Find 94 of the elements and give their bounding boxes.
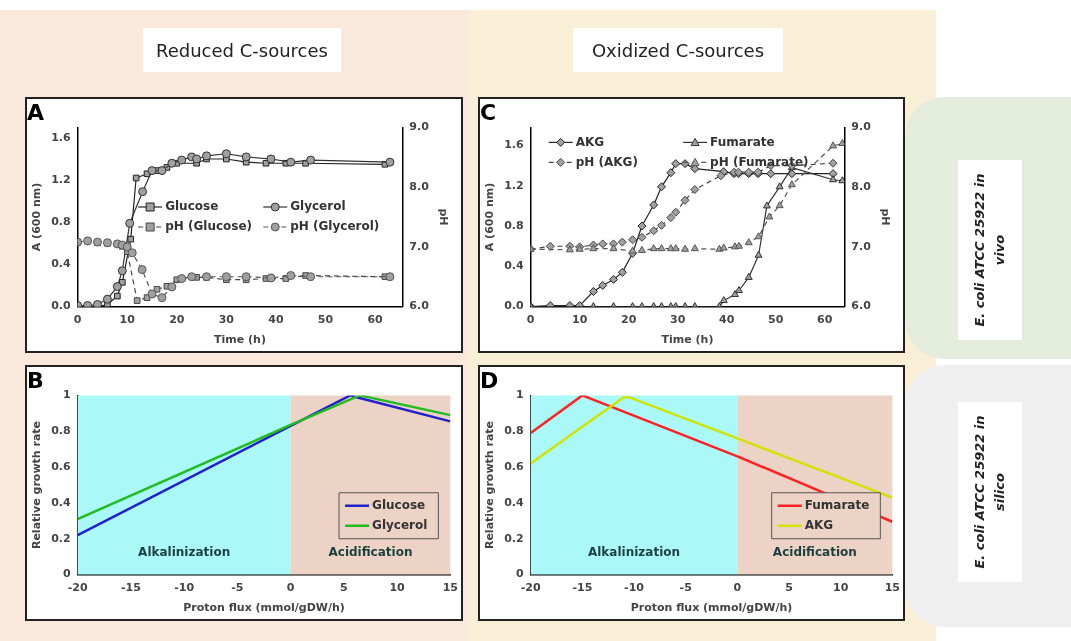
x-tick-label: 0 <box>733 581 742 595</box>
text: E. coli ATCC 25922 in vivo <box>958 160 1022 340</box>
band-label: Alkalinization <box>587 545 681 560</box>
y2-tick-label: 9.0 <box>851 120 872 134</box>
legend-label: pH (Fumarate) <box>710 154 809 169</box>
y-axis-title: A (600 nm) <box>483 182 497 252</box>
chart-subtitle: Reduced C-sources <box>143 28 341 72</box>
band-label: Acidification <box>772 545 857 560</box>
y-tick-label: 1 <box>516 388 524 402</box>
y-tick-label: 0.8 <box>51 215 71 229</box>
y-tick-label: 0.8 <box>51 424 71 438</box>
y-tick-label: 1.2 <box>504 178 524 192</box>
x-axis-title: Time (h) <box>214 333 266 347</box>
legend-label: Glucose <box>165 199 219 214</box>
x-tick-label: 30 <box>218 313 235 327</box>
x-tick-label: 5 <box>785 581 793 595</box>
x-tick-label: 15 <box>442 581 458 595</box>
y-tick-label: 0.4 <box>504 495 525 509</box>
x-tick-label: 15 <box>884 581 900 595</box>
y-tick-label: 1 <box>63 388 71 402</box>
x-tick-label: 10 <box>389 581 406 595</box>
y-tick-label: 0.4 <box>504 259 525 273</box>
chart-title: A <box>27 99 45 125</box>
y-tick-label: 0.6 <box>51 459 72 473</box>
y2-tick-label: 8.0 <box>851 179 872 193</box>
x-tick-label: 50 <box>768 313 784 327</box>
y-tick-label: 0.6 <box>504 459 525 473</box>
y-tick-label: 0.8 <box>504 424 524 438</box>
y-tick-label: 0 <box>516 567 525 581</box>
x-tick-label: 40 <box>268 313 284 327</box>
legend-label: AKG <box>804 517 834 532</box>
y2-tick-label: 6.0 <box>851 299 872 313</box>
chart-title: B <box>27 367 44 393</box>
legend-label: pH (AKG) <box>575 154 638 169</box>
chart-title: D <box>480 367 499 393</box>
y2-tick-label: 7.0 <box>409 239 430 253</box>
legend-label: AKG <box>575 134 605 149</box>
x-axis-title: Proton flux (mmol/gDW/h) <box>183 601 345 615</box>
x-tick-label: 20 <box>169 313 185 327</box>
legend-label: Fumarate <box>710 134 775 149</box>
y2-tick-label: 7.0 <box>851 239 872 253</box>
y-tick-label: 0.4 <box>51 495 72 509</box>
x-tick-label: 10 <box>833 581 849 595</box>
y-tick-label: 0.4 <box>51 257 72 271</box>
chart-title: C <box>480 99 497 125</box>
legend-label: Fumarate <box>804 497 870 512</box>
x-tick-label: 60 <box>817 313 833 327</box>
x-tick-label: -10 <box>624 581 645 595</box>
x-tick-label: -5 <box>231 581 244 595</box>
x-tick-label: 10 <box>119 313 136 327</box>
x-tick-label: -15 <box>120 581 141 595</box>
band-label: Alkalinization <box>138 545 231 560</box>
x-tick-label: 0 <box>73 313 82 327</box>
x-tick-label: 0 <box>526 313 535 327</box>
x-tick-label: 30 <box>670 313 686 327</box>
x-tick-label: -5 <box>679 581 692 595</box>
y-tick-label: 1.2 <box>51 172 71 186</box>
y-tick-label: 0 <box>63 567 72 581</box>
y-tick-label: 0.2 <box>504 531 524 545</box>
y2-tick-label: 6.0 <box>409 299 430 313</box>
y2-tick-label: 8.0 <box>409 179 430 193</box>
x-tick-label: 60 <box>367 313 384 327</box>
text: E. coli ATCC 25922 in silico <box>958 402 1022 582</box>
legend-label: Glycerol <box>290 199 346 214</box>
x-tick-label: 20 <box>621 313 637 327</box>
x-tick-label: -10 <box>174 581 195 595</box>
x-tick-label: 50 <box>317 313 334 327</box>
x-tick-label: -20 <box>67 581 88 595</box>
x-tick-label: 5 <box>340 581 348 595</box>
legend-label: pH (Glucose) <box>165 219 253 234</box>
x-axis-title: Time (h) <box>661 333 714 347</box>
legend-label: Glycerol <box>372 517 428 532</box>
y2-tick-label: 9.0 <box>409 120 430 134</box>
x-tick-label: -15 <box>572 581 593 595</box>
y2-axis-title: pH <box>436 208 450 226</box>
x-tick-label: -20 <box>520 581 541 595</box>
y-axis-title: Relative growth rate <box>30 420 44 550</box>
y-tick-label: 0.0 <box>51 299 72 313</box>
x-axis-title: Proton flux (mmol/gDW/h) <box>630 601 793 615</box>
x-tick-label: 0 <box>286 581 295 595</box>
band-label: Acidification <box>328 545 413 560</box>
legend-label: pH (Glycerol) <box>290 219 380 234</box>
y-tick-label: 1.6 <box>51 130 72 144</box>
y2-axis-title: pH <box>878 208 892 226</box>
y-tick-label: 0.2 <box>51 531 71 545</box>
legend-label: Glucose <box>372 497 426 512</box>
y-tick-label: 0.0 <box>504 299 525 313</box>
x-tick-label: 40 <box>719 313 735 327</box>
chart-subtitle: Oxidized C-sources <box>573 28 783 72</box>
y-axis-title: Relative growth rate <box>483 420 497 550</box>
y-axis-title: A (600 nm) <box>30 182 44 252</box>
y-tick-label: 0.8 <box>504 218 524 232</box>
y-tick-label: 1.6 <box>504 138 525 152</box>
x-tick-label: 10 <box>572 313 588 327</box>
